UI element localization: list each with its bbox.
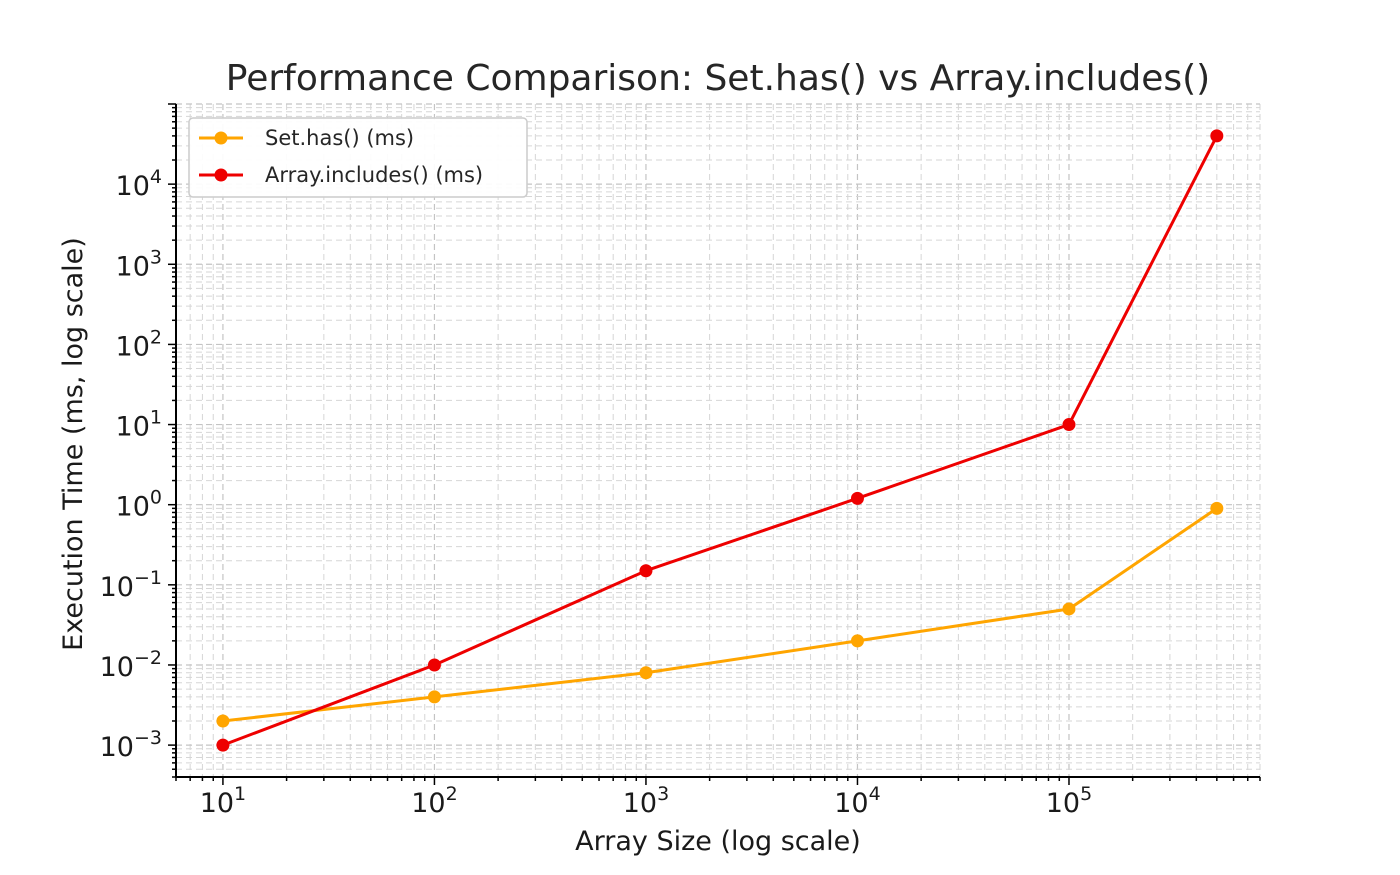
y-tick-label: 103 [116, 246, 162, 282]
data-point [850, 491, 864, 505]
x-axis-label: Array Size (log scale) [575, 826, 861, 857]
data-point [1062, 418, 1076, 432]
series-layer [216, 129, 1224, 752]
data-point [639, 666, 653, 680]
y-tick-label: 101 [116, 407, 162, 443]
series-line [222, 507, 1218, 723]
legend-box [188, 117, 528, 198]
legend-label: Set.has() (ms) [265, 126, 414, 150]
legend-item: Set.has() (ms) [199, 126, 414, 150]
chart-title: Performance Comparison: Set.has() vs Arr… [226, 58, 1210, 99]
data-point [1210, 501, 1224, 515]
legend-swatch-marker [214, 131, 228, 145]
data-point [216, 714, 230, 728]
x-tick-label: 102 [411, 783, 457, 819]
tick-labels: 101 102 103 104 105 10−3 10−2 10−1 100 101 102 103 1… [100, 166, 1093, 819]
x-tick-label: 101 [200, 783, 246, 819]
series-1 [216, 501, 1224, 728]
y-tick-label: 10−1 [100, 567, 162, 603]
legend-item: Array.includes() (ms) [199, 163, 483, 187]
data-point [639, 564, 653, 578]
series-2 [216, 129, 1224, 752]
data-point [427, 658, 441, 672]
y-tick-label: 100 [116, 487, 162, 523]
data-point [850, 634, 864, 648]
data-point [1062, 602, 1076, 616]
legend-swatch-marker [214, 168, 228, 182]
y-tick-label: 10−2 [100, 647, 162, 683]
x-tick-label: 104 [834, 783, 880, 819]
y-axis-label: Execution Time (ms, log scale) [58, 237, 89, 651]
y-tick-label: 102 [116, 326, 162, 362]
grid [175, 103, 1261, 778]
y-tick-label: 10−3 [100, 727, 162, 763]
data-point [1210, 129, 1224, 143]
data-point [216, 738, 230, 752]
legend: Set.has() (ms) Array.includes() (ms) [188, 117, 528, 198]
axes [168, 103, 1261, 785]
data-point [427, 690, 441, 704]
x-tick-label: 103 [623, 783, 669, 819]
series-line [222, 135, 1219, 747]
legend-label: Array.includes() (ms) [265, 163, 483, 187]
x-tick-label: 105 [1046, 783, 1092, 819]
y-tick-label: 104 [116, 166, 162, 202]
